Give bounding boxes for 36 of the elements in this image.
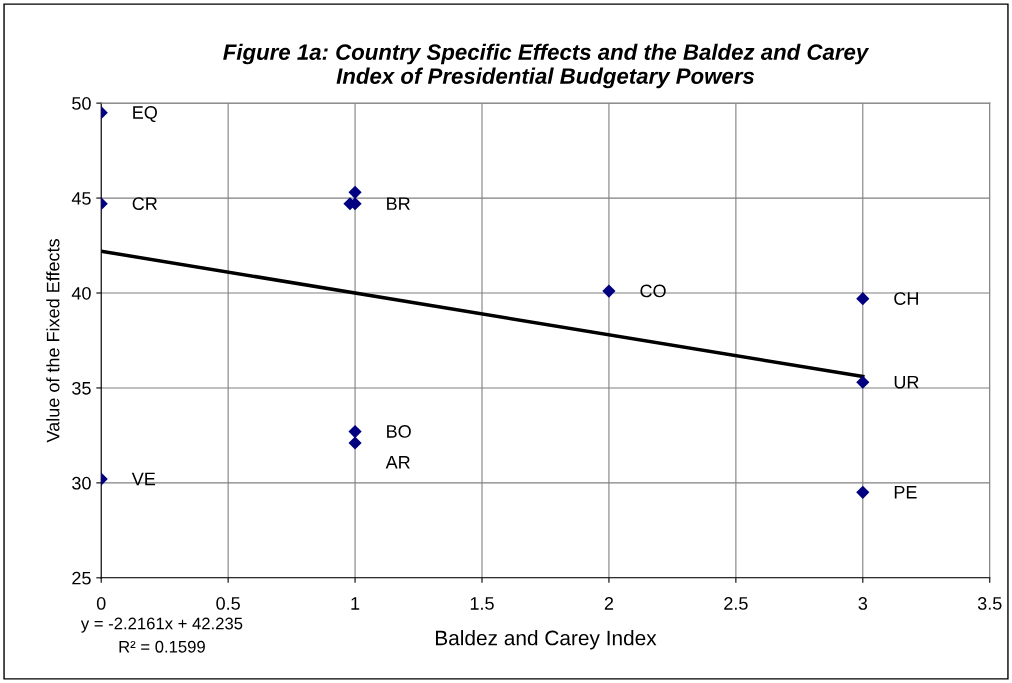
- y-tick-label: 25: [72, 571, 91, 585]
- point: [856, 292, 870, 306]
- y-tick-label: 35: [72, 381, 91, 395]
- annotation: CH: [894, 292, 918, 305]
- point: [602, 284, 616, 298]
- point: [348, 436, 362, 450]
- annotation: EQ: [133, 106, 157, 123]
- y-tick-label: 45: [71, 192, 91, 205]
- point: [348, 185, 362, 199]
- annotation: VE: [131, 472, 156, 486]
- annotation: AR: [385, 456, 410, 469]
- x-tick-label: 2.5: [724, 597, 748, 610]
- point: [856, 375, 870, 389]
- text: R² = 0.1599: [119, 640, 205, 653]
- x-tick-label: 0: [96, 597, 106, 610]
- point: [348, 425, 362, 439]
- x-tick-label: 3: [858, 597, 868, 610]
- x-tick-label: 1: [351, 597, 360, 610]
- annotation: CR: [132, 197, 157, 210]
- x-tick-label: 0.5: [216, 597, 240, 610]
- y-tick-label: 40: [71, 286, 91, 300]
- point: [856, 485, 870, 499]
- chart-title: Figure 1a: Country Specific Effects and the Baldez and Carey Index of Presidential Budgetary Powers: [223, 43, 870, 89]
- x-tick-label: 2: [604, 597, 614, 610]
- annotation: CO: [640, 284, 666, 298]
- text: y = -2.2161x + 42.235: [80, 617, 243, 633]
- annotation: UR: [894, 375, 919, 389]
- x-axis-title: Baldez and Carey Index: [436, 630, 657, 650]
- y-tick-label: 50: [72, 97, 91, 110]
- annotation: BR: [387, 197, 410, 210]
- annotation: PE: [894, 486, 917, 499]
- x-tick-label: 3.5: [977, 597, 1002, 610]
- annotation: BO: [387, 425, 411, 438]
- x-tick-label: 1.5: [470, 597, 494, 610]
- y-axis-title: Value of the Fixed Effects: [46, 239, 60, 443]
- y-tick-label: 30: [72, 476, 91, 490]
